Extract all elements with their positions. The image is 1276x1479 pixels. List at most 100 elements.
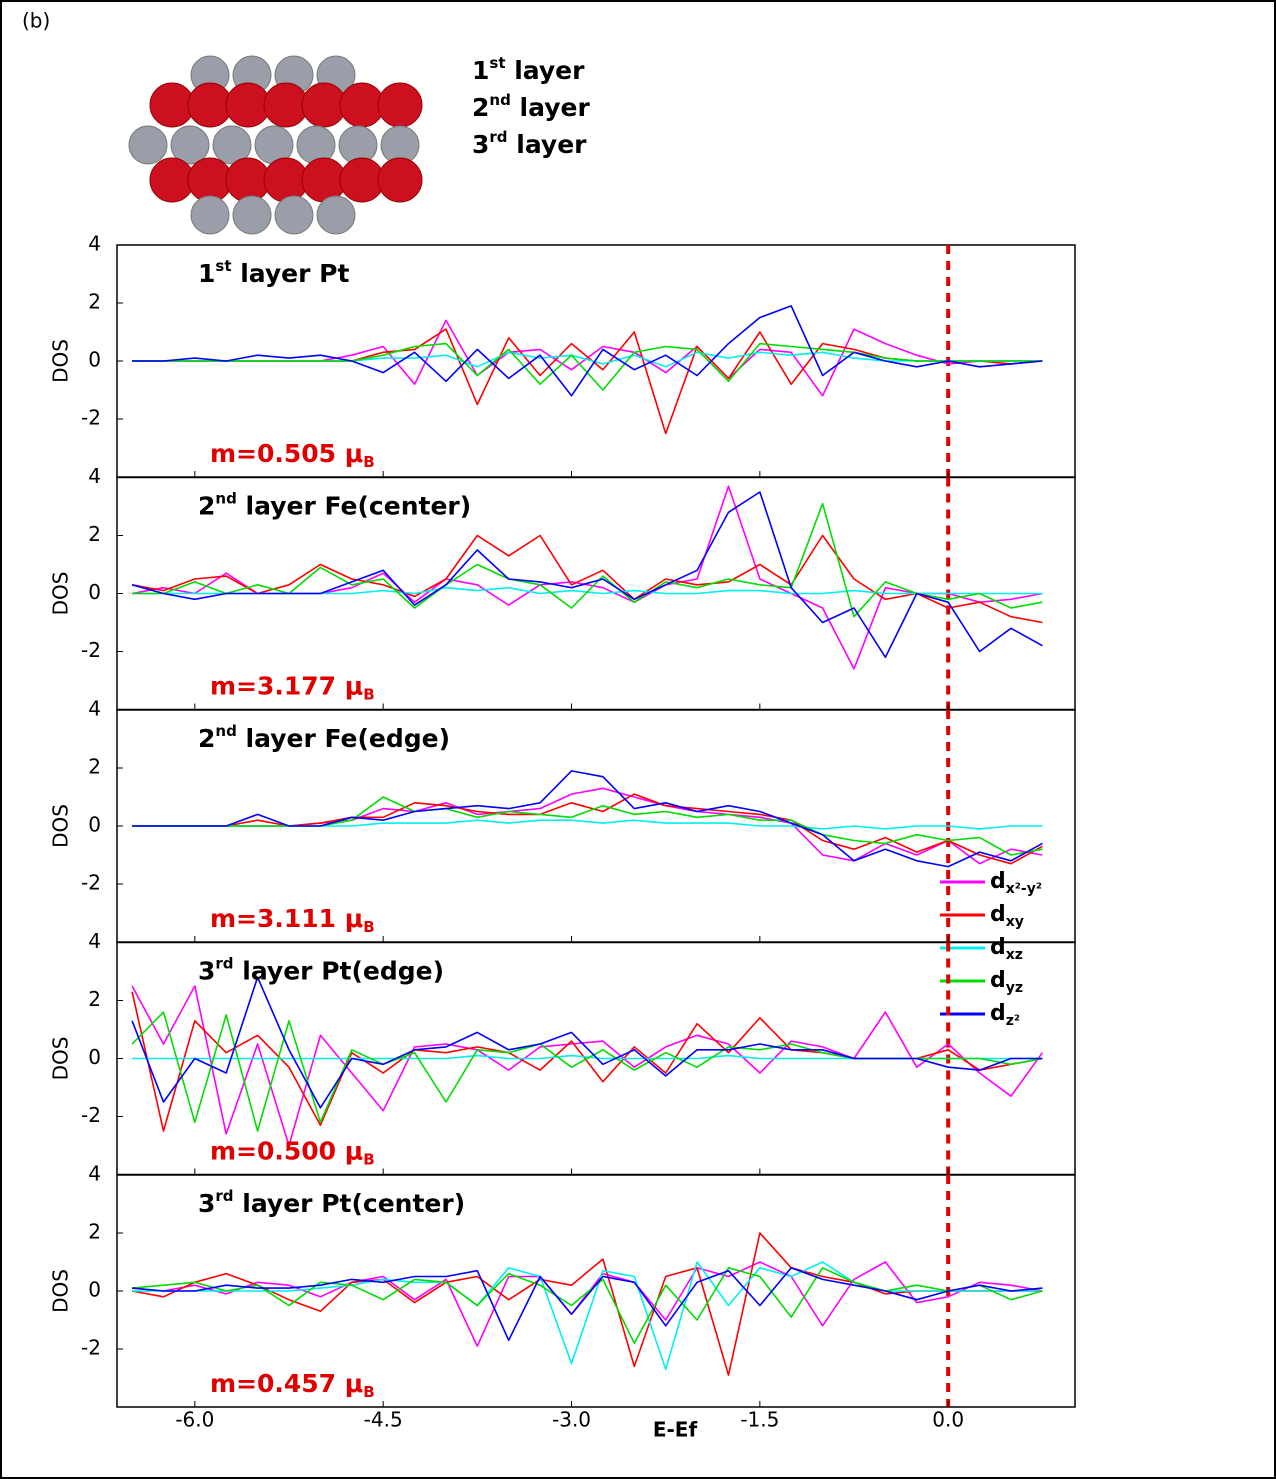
atom	[190, 195, 230, 235]
text: 2nd layer Fe(edge)	[198, 722, 450, 754]
structure	[128, 55, 423, 235]
y-tick-label: 2	[88, 1220, 101, 1244]
y-tick-label: 4	[88, 464, 101, 488]
text: 1st layer Pt	[198, 257, 349, 289]
dos-line	[131, 1232, 1043, 1376]
text-part: m=3.111 μ	[210, 904, 363, 933]
y-tick-label: -2	[81, 871, 101, 895]
atom	[225, 157, 271, 203]
superscript: st	[489, 54, 505, 72]
x-tick-label: -1.5	[740, 1408, 779, 1432]
text: 2nd layer Fe(center)	[198, 489, 471, 521]
atom	[274, 195, 314, 235]
dos-line	[131, 985, 1044, 1147]
dos-line	[132, 793, 1043, 865]
text: m=3.111 μB	[210, 904, 375, 936]
y-axis-label: DOS	[49, 1037, 73, 1081]
x-axis-label: E-Ef	[653, 1418, 698, 1442]
atom	[339, 157, 385, 203]
atom	[263, 157, 309, 203]
dos-line	[132, 1261, 1043, 1347]
text-part: 2	[198, 492, 215, 521]
x-tick-label: -6.0	[175, 1408, 214, 1432]
y-tick-label: -2	[81, 406, 101, 430]
dos-line	[132, 770, 1043, 868]
y-tick-label: 0	[88, 580, 101, 604]
y-tick-label: 2	[88, 522, 101, 546]
atom	[187, 157, 233, 203]
superscript: nd	[215, 489, 236, 507]
y-axis-label: DOS	[49, 572, 73, 616]
text-part: 3	[198, 1189, 215, 1218]
legend-label: dz²	[990, 1001, 1020, 1029]
atom	[301, 157, 347, 203]
text: 2nd layer	[472, 91, 590, 123]
text-part: layer Pt(center)	[234, 1189, 466, 1218]
text-part: 2	[472, 93, 489, 122]
text: 1st layer	[472, 54, 585, 86]
subscript: B	[363, 1383, 374, 1401]
dos-line	[132, 502, 1043, 618]
x-tick-label: -4.5	[364, 1408, 403, 1432]
dos-line	[132, 1267, 1043, 1342]
text: m=0.500 μB	[210, 1137, 375, 1169]
atom	[225, 82, 271, 128]
superscript: nd	[215, 722, 236, 740]
legend-label: dxz	[990, 935, 1023, 963]
text-part: layer	[511, 93, 591, 122]
text-part: layer Fe(edge)	[237, 724, 450, 753]
dos-line	[131, 534, 1043, 624]
text-part: 3	[198, 957, 215, 986]
atom	[263, 82, 309, 128]
text: 3rd layer	[472, 128, 587, 160]
subscript: B	[363, 1150, 374, 1168]
y-tick-label: 2	[88, 290, 101, 314]
y-tick-label: -2	[81, 1103, 101, 1127]
y-tick-label: 0	[88, 813, 101, 837]
y-tick-label: -2	[81, 638, 101, 662]
y-axis-label: DOS	[49, 1269, 73, 1313]
y-tick-label: 0	[88, 1278, 101, 1302]
text-part: layer Pt(edge)	[234, 957, 445, 986]
y-tick-label: 0	[88, 1045, 101, 1069]
dos-line	[132, 305, 1043, 397]
text-part: 2	[198, 724, 215, 753]
legend-label: dx²-y²	[990, 869, 1042, 897]
atom	[149, 82, 195, 128]
text: m=0.457 μB	[210, 1369, 375, 1401]
legend-label: dxy	[990, 902, 1024, 930]
text-part: m=3.177 μ	[210, 672, 363, 701]
text-part: m=0.500 μ	[210, 1137, 363, 1166]
y-tick-label: 4	[88, 1162, 101, 1186]
text: 3rd layer Pt(edge)	[198, 954, 444, 986]
y-tick-label: 2	[88, 755, 101, 779]
y-axis-label: DOS	[49, 804, 73, 848]
y-tick-label: 4	[88, 232, 101, 256]
y-tick-label: 0	[88, 348, 101, 372]
legend-label: dyz	[990, 968, 1023, 996]
dos-line	[131, 1011, 1043, 1132]
text: m=0.505 μB	[210, 439, 375, 471]
atom	[377, 157, 423, 203]
subscript: B	[363, 685, 374, 703]
text: 3rd layer Pt(center)	[198, 1187, 465, 1219]
dos-line	[132, 1261, 1043, 1371]
x-tick-label: -3.0	[552, 1408, 591, 1432]
text-part: m=0.505 μ	[210, 439, 363, 468]
text-part: layer	[508, 130, 588, 159]
dos-line	[132, 319, 1043, 397]
dos-line	[132, 328, 1043, 435]
y-tick-label: 4	[88, 929, 101, 953]
subscript: B	[363, 453, 374, 471]
atom	[316, 195, 356, 235]
dos-line	[132, 796, 1043, 856]
text-part: 1	[198, 259, 215, 288]
atom	[232, 195, 272, 235]
text-part: layer	[506, 56, 586, 85]
text: m=3.177 μB	[210, 672, 375, 704]
atom	[339, 82, 385, 128]
panel-label: (b)	[22, 9, 50, 33]
x-tick-label: 0.0	[932, 1408, 964, 1432]
atom	[212, 125, 252, 165]
